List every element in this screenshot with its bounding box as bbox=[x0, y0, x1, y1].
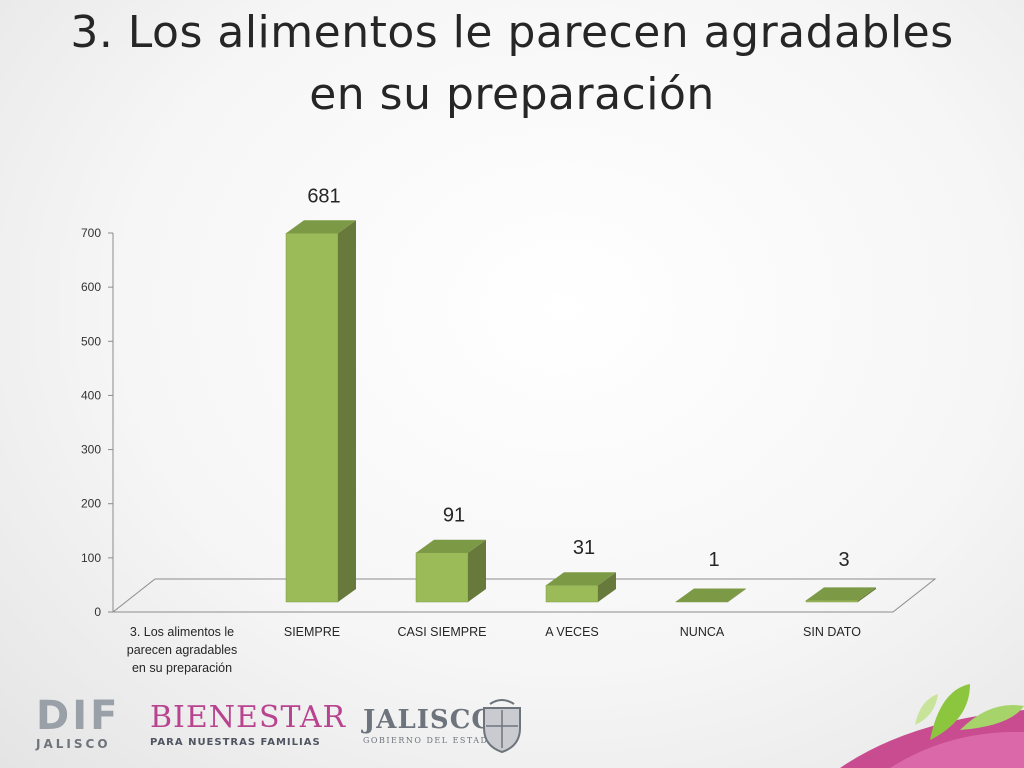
jalisco-logo: JALISCO GOBIERNO DEL ESTADO bbox=[363, 706, 497, 745]
dif-logo-text: DIF bbox=[36, 693, 121, 739]
bar-top bbox=[286, 220, 356, 234]
data-label: 681 bbox=[307, 185, 340, 207]
bar-top bbox=[676, 588, 746, 602]
x-tick-label: SIN DATO bbox=[803, 625, 861, 639]
jalisco-logo-subtext: GOBIERNO DEL ESTADO bbox=[363, 736, 497, 745]
bar-side bbox=[338, 220, 356, 602]
data-label: 1 bbox=[708, 549, 719, 571]
data-label: 91 bbox=[443, 505, 465, 527]
bar-side bbox=[598, 572, 616, 602]
slide-title: 3. Los alimentos le parecen agradables e… bbox=[30, 2, 994, 126]
bar-front bbox=[545, 584, 599, 603]
y-tick-label: 100 bbox=[81, 551, 101, 565]
x-tick-label: 3. Los alimentos le parecen agradables en … bbox=[127, 625, 238, 675]
bar-side bbox=[468, 539, 486, 602]
y-tick-label: 300 bbox=[81, 443, 101, 457]
bar-front bbox=[415, 552, 469, 603]
x-tick-label: NUNCA bbox=[680, 625, 725, 639]
bienestar-logo-text: BIENESTAR bbox=[150, 700, 347, 735]
x-tick-label: CASI SIEMPRE bbox=[398, 625, 487, 639]
bienestar-logo-subtext: PARA NUESTRAS FAMILIAS bbox=[150, 737, 321, 748]
bar-front bbox=[805, 600, 859, 603]
bar-chart: 0 100 200 300 400 500 600 700 3. Los alimentos l… bbox=[81, 185, 937, 675]
bienestar-logo: BIENESTAR PARA NUESTRAS FAMILIAS bbox=[150, 700, 347, 749]
slide-title-line2: en su preparación bbox=[309, 69, 715, 120]
y-tick-label: 500 bbox=[81, 334, 101, 348]
x-tick-label: SIEMPRE bbox=[284, 625, 340, 639]
bar-top bbox=[806, 587, 876, 601]
bar-top bbox=[416, 539, 486, 553]
slide-title-line1: 3. Los alimentos le parecen agradables bbox=[70, 7, 954, 58]
y-tick-label: 0 bbox=[94, 605, 101, 619]
footer-logos: DIF JALISCO BIENESTAR PARA NUESTRAS FAMI… bbox=[0, 680, 1024, 768]
y-tick-label: 600 bbox=[81, 280, 101, 294]
bar-side bbox=[728, 588, 746, 602]
chart-floor bbox=[111, 578, 937, 613]
x-tick-label: A VECES bbox=[545, 625, 599, 639]
dif-jalisco-logo: DIF JALISCO bbox=[36, 696, 120, 751]
jalisco-logo-text: JALISCO bbox=[363, 705, 496, 735]
y-tick-label: 700 bbox=[81, 226, 101, 240]
bar-side bbox=[858, 587, 876, 602]
coat-of-arms-icon bbox=[483, 699, 521, 754]
bar-front bbox=[285, 233, 339, 603]
y-tick-label: 200 bbox=[81, 497, 101, 511]
decorative-leaves-icon bbox=[840, 684, 1024, 768]
bar-front bbox=[675, 601, 729, 603]
dif-logo-subtext: JALISCO bbox=[36, 737, 111, 751]
data-label: 31 bbox=[573, 537, 595, 559]
data-label: 3 bbox=[838, 549, 849, 571]
bar-top bbox=[546, 572, 616, 586]
y-tick-label: 400 bbox=[81, 388, 101, 402]
